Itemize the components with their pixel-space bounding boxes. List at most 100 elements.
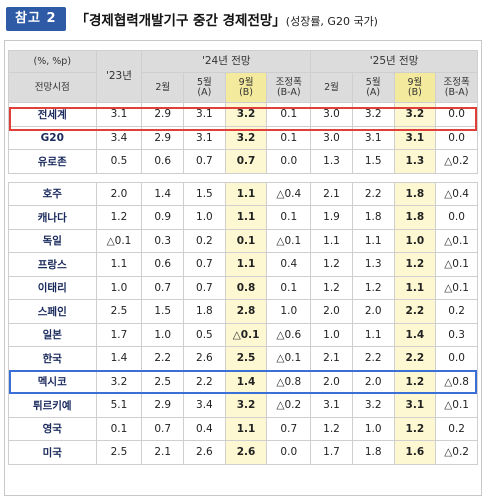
value-cell: 1.7 (310, 440, 353, 465)
value-cell: 2.8 (224, 299, 268, 324)
value-cell: 0.1 (224, 228, 268, 253)
value-cell: 1.1 (310, 228, 353, 253)
value-cell: 0.7 (141, 416, 185, 441)
value-cell: 0.2 (183, 228, 226, 253)
y2025-subheader-3: 조정폭 (B-A) (435, 72, 478, 103)
value-cell: 3.2 (224, 125, 268, 150)
table-row: 일본 1.7 1.0 0.5 △0.1 △0.6 1.0 1.1 1.4 0.3 (8, 322, 478, 347)
country-name: 호주 (8, 181, 97, 206)
y2024-subheader-1: 5월 (A) (183, 72, 226, 103)
value-cell: 2.0 (351, 299, 395, 324)
country-name: 캐나다 (8, 205, 97, 230)
value-cell: 1.6 (393, 440, 437, 465)
value-cell: 1.1 (393, 275, 437, 300)
value-cell: 1.8 (351, 205, 395, 230)
value-cell: 1.1 (351, 228, 395, 253)
forecast-2025-header: '25년 전망 (310, 50, 478, 73)
value-cell: 0.1 (266, 205, 312, 230)
country-name: 스페인 (8, 299, 97, 324)
table-row: 호주 2.0 1.4 1.5 1.1 △0.4 2.1 2.2 1.8 △0.4 (8, 181, 478, 206)
value-cell: △0.2 (435, 440, 478, 465)
value-cell: 3.2 (393, 102, 437, 127)
title-bar: 참고 2 「경제협력개발기구 중간 경제전망」(성장률, G20 국가) (6, 6, 378, 32)
value-cell: 3.2 (95, 369, 143, 394)
value-cell: 0.4 (266, 252, 312, 277)
value-cell: 0.8 (224, 275, 268, 300)
value-cell: 2.9 (141, 393, 185, 418)
value-cell: 3.2 (224, 393, 268, 418)
value-cell: 3.1 (183, 102, 226, 127)
value-cell: 1.1 (351, 322, 395, 347)
value-cell: △0.1 (95, 228, 143, 253)
value-cell: 2.2 (351, 346, 395, 371)
table-row: 독일 △0.1 0.3 0.2 0.1 △0.1 1.1 1.1 1.0 △0.1 (8, 228, 478, 253)
value-cell: 2.2 (393, 346, 437, 371)
value-cell: △0.4 (266, 181, 312, 206)
value-cell: 2.5 (95, 299, 143, 324)
value-cell: 0.5 (95, 149, 143, 174)
value-cell: 0.0 (435, 125, 478, 150)
value-cell: 0.1 (95, 416, 143, 441)
value-cell: △0.1 (266, 346, 312, 371)
value-cell: 1.2 (393, 416, 437, 441)
value-cell: △0.2 (266, 393, 312, 418)
value-cell: 1.2 (95, 205, 143, 230)
value-cell: △0.1 (435, 393, 478, 418)
value-cell: 1.7 (95, 322, 143, 347)
growth-forecast-table: (%, %p) '23년 '24년 전망 '25년 전망 전망시점 2월 5월 (A… (8, 50, 478, 465)
value-cell: △0.1 (435, 252, 478, 277)
table-row: 유로존 0.5 0.6 0.7 0.7 0.0 1.3 1.5 1.3 △0.2 (8, 149, 478, 174)
value-cell: 1.0 (266, 299, 312, 324)
value-cell: 1.4 (393, 322, 437, 347)
value-cell: 2.2 (393, 299, 437, 324)
value-cell: 1.8 (351, 440, 395, 465)
value-cell: 0.0 (435, 102, 478, 127)
value-cell: 3.1 (310, 393, 353, 418)
value-cell: △0.1 (224, 322, 268, 347)
value-cell: 2.2 (183, 369, 226, 394)
reference-badge: 참고 2 (6, 7, 66, 31)
value-cell: 0.7 (266, 416, 312, 441)
value-cell: 1.0 (141, 322, 185, 347)
value-cell: 1.2 (310, 416, 353, 441)
value-cell: 5.1 (95, 393, 143, 418)
table-row: 캐나다 1.2 0.9 1.0 1.1 0.1 1.9 1.8 1.8 0.0 (8, 205, 478, 230)
value-cell: △0.2 (435, 149, 478, 174)
value-cell: 1.1 (95, 252, 143, 277)
value-cell: 1.5 (183, 181, 226, 206)
group-separator (8, 172, 478, 183)
value-cell: 1.4 (224, 369, 268, 394)
value-cell: 0.0 (435, 205, 478, 230)
country-name: G20 (8, 125, 97, 150)
value-cell: △0.1 (435, 275, 478, 300)
value-cell: 0.0 (266, 440, 312, 465)
value-cell: 2.6 (224, 440, 268, 465)
forecast-time-header: 전망시점 (8, 72, 97, 103)
table-row: 전세계 3.1 2.9 3.1 3.2 0.1 3.0 3.2 3.2 0.0 (8, 102, 478, 127)
y2025-subheader-2: 9월 (B) (393, 72, 437, 103)
value-cell: △0.8 (266, 369, 312, 394)
value-cell: 0.5 (183, 322, 226, 347)
table-row: 스페인 2.5 1.5 1.8 2.8 1.0 2.0 2.0 2.2 0.2 (8, 299, 478, 324)
value-cell: 1.5 (141, 299, 185, 324)
value-cell: 2.5 (224, 346, 268, 371)
value-cell: 3.1 (393, 393, 437, 418)
value-cell: 1.1 (224, 181, 268, 206)
table-row: 멕시코 3.2 2.5 2.2 1.4 △0.8 2.0 2.0 1.2 △0.8 (8, 369, 478, 394)
page-title: 「경제협력개발기구 중간 경제전망」(성장률, G20 국가) (76, 9, 378, 29)
table-row: 튀르키예 5.1 2.9 3.4 3.2 △0.2 3.1 3.2 3.1 △0.1 (8, 393, 478, 418)
value-cell: 2.0 (351, 369, 395, 394)
value-cell: 0.2 (435, 299, 478, 324)
value-cell: 3.2 (351, 393, 395, 418)
value-cell: △0.4 (435, 181, 478, 206)
country-name: 유로존 (8, 149, 97, 174)
value-cell: 3.1 (351, 125, 395, 150)
country-name: 프랑스 (8, 252, 97, 277)
country-name: 일본 (8, 322, 97, 347)
value-cell: 0.1 (266, 102, 312, 127)
value-cell: 2.1 (310, 346, 353, 371)
value-cell: 1.2 (310, 275, 353, 300)
value-cell: 1.3 (351, 252, 395, 277)
value-cell: 0.4 (183, 416, 226, 441)
value-cell: 0.2 (435, 416, 478, 441)
